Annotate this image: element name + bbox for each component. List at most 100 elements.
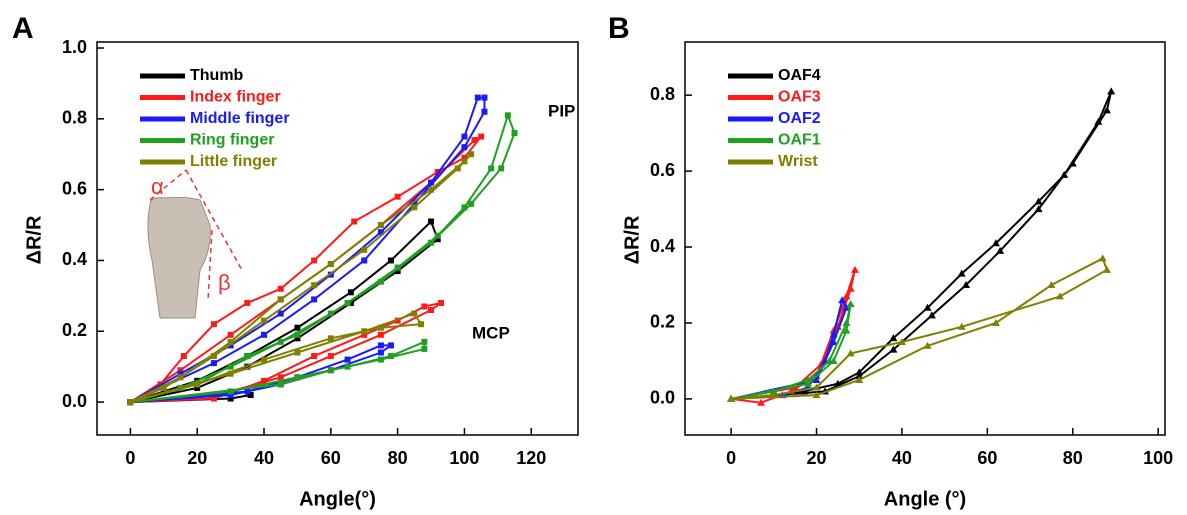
marker xyxy=(194,381,201,388)
marker xyxy=(377,349,384,356)
marker xyxy=(991,318,1000,326)
x-tick-label: 40 xyxy=(892,448,912,468)
marker xyxy=(461,133,468,140)
x-tick-label: 60 xyxy=(321,448,341,468)
angle-guide xyxy=(185,169,244,273)
hand-shape xyxy=(147,196,211,319)
marker xyxy=(327,335,334,342)
marker xyxy=(829,337,838,345)
x-tick-label: 0 xyxy=(726,448,736,468)
y-tick-label: 0.6 xyxy=(650,160,675,180)
marker xyxy=(897,337,906,345)
marker xyxy=(311,296,318,303)
marker xyxy=(727,394,736,402)
marker xyxy=(177,374,184,381)
y-axis-title: ΔR/R xyxy=(621,215,643,264)
legend-label: Middle finger xyxy=(190,110,290,127)
marker xyxy=(387,257,394,264)
marker xyxy=(227,363,234,370)
series-line xyxy=(129,96,486,403)
marker xyxy=(421,338,428,345)
y-tick-label: 0.0 xyxy=(62,391,87,411)
legend-label: OAF4 xyxy=(778,67,821,84)
marker xyxy=(344,363,351,370)
marker xyxy=(1047,281,1056,289)
marker xyxy=(180,353,187,360)
marker xyxy=(855,375,864,383)
marker xyxy=(418,321,425,328)
marker xyxy=(377,229,384,236)
marker xyxy=(846,284,855,292)
marker xyxy=(277,374,284,381)
marker xyxy=(311,353,318,360)
x-tick-label: 80 xyxy=(1063,448,1083,468)
marker xyxy=(468,200,475,207)
y-tick-label: 0.4 xyxy=(650,236,675,256)
marker xyxy=(294,324,301,331)
y-tick-label: 1.0 xyxy=(62,37,87,57)
marker xyxy=(361,331,368,338)
marker xyxy=(377,222,384,229)
marker xyxy=(227,395,234,402)
marker xyxy=(394,268,401,275)
marker xyxy=(842,326,851,334)
legend-label: Thumb xyxy=(190,67,244,84)
marker xyxy=(1068,159,1077,167)
legend-label: Ring finger xyxy=(190,132,274,149)
marker xyxy=(387,353,394,360)
marker xyxy=(277,285,284,292)
marker xyxy=(327,353,334,360)
marker xyxy=(294,335,301,342)
marker xyxy=(923,303,932,311)
marker xyxy=(488,165,495,172)
marker xyxy=(347,299,354,306)
marker xyxy=(961,281,970,289)
x-tick-label: 20 xyxy=(807,448,827,468)
marker xyxy=(468,151,475,158)
marker xyxy=(1107,87,1116,95)
marker xyxy=(829,326,838,334)
y-tick-label: 0.8 xyxy=(62,108,87,128)
marker xyxy=(277,338,284,345)
marker xyxy=(504,112,511,119)
marker xyxy=(261,356,268,363)
marker xyxy=(996,246,1005,254)
marker xyxy=(411,200,418,207)
marker xyxy=(1060,170,1069,178)
alpha-label: α xyxy=(151,174,164,199)
legend-label: OAF1 xyxy=(778,132,821,149)
x-axis-title: Angle (°) xyxy=(884,488,966,510)
marker xyxy=(889,334,898,342)
marker xyxy=(277,296,284,303)
series-line xyxy=(731,257,1109,400)
marker xyxy=(428,218,435,225)
marker xyxy=(833,379,842,387)
y-tick-label: 0.0 xyxy=(650,388,675,408)
marker xyxy=(227,370,234,377)
y-axis-title: ΔR/R xyxy=(23,215,45,264)
y-tick-label: 0.8 xyxy=(650,84,675,104)
legend-label: OAF3 xyxy=(778,89,821,106)
marker xyxy=(294,331,301,338)
x-tick-label: 20 xyxy=(187,448,207,468)
marker xyxy=(347,289,354,296)
marker xyxy=(842,318,851,326)
marker xyxy=(855,372,864,380)
marker xyxy=(361,246,368,253)
hand-inset: α β xyxy=(147,169,244,319)
marker xyxy=(846,300,855,307)
x-axis-title: Angle(°) xyxy=(299,488,376,510)
marker xyxy=(428,186,435,193)
marker xyxy=(377,342,384,349)
marker xyxy=(411,310,418,317)
series-line xyxy=(130,301,442,404)
marker xyxy=(757,398,766,406)
marker xyxy=(923,341,932,349)
series-line xyxy=(730,303,852,400)
x-tick-label: 60 xyxy=(977,448,997,468)
marker xyxy=(769,387,778,395)
marker xyxy=(127,399,134,406)
marker xyxy=(1102,265,1111,273)
marker xyxy=(812,375,821,383)
